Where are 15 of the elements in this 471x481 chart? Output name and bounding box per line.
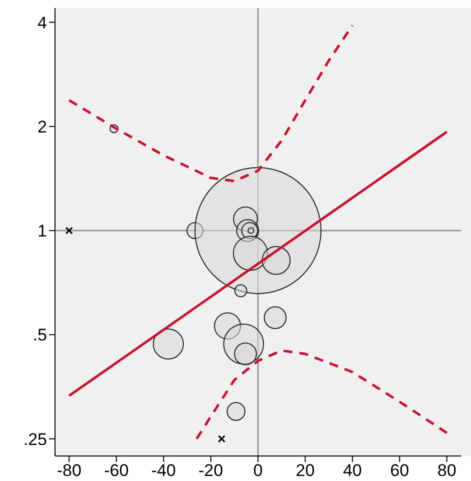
y-tick-label: 2 xyxy=(38,117,47,136)
x-tick-label: -60 xyxy=(104,461,129,480)
x-tick-label: -20 xyxy=(198,461,224,480)
x-tick-label: -40 xyxy=(151,461,176,480)
y-tick-label: 1 xyxy=(38,222,47,241)
x-tick-label: 20 xyxy=(296,461,315,480)
x-tick-label: 60 xyxy=(390,461,410,480)
y-tick-label: 4 xyxy=(38,13,47,32)
x-tick-label: 40 xyxy=(342,461,362,480)
x-tick-label: 0 xyxy=(253,461,263,480)
x-tick-label: -80 xyxy=(56,461,82,480)
y-tick-label: .5 xyxy=(32,326,47,345)
line-series xyxy=(68,24,354,182)
x-tick-label: 80 xyxy=(437,461,456,480)
y-tick-label: .25 xyxy=(23,430,47,449)
